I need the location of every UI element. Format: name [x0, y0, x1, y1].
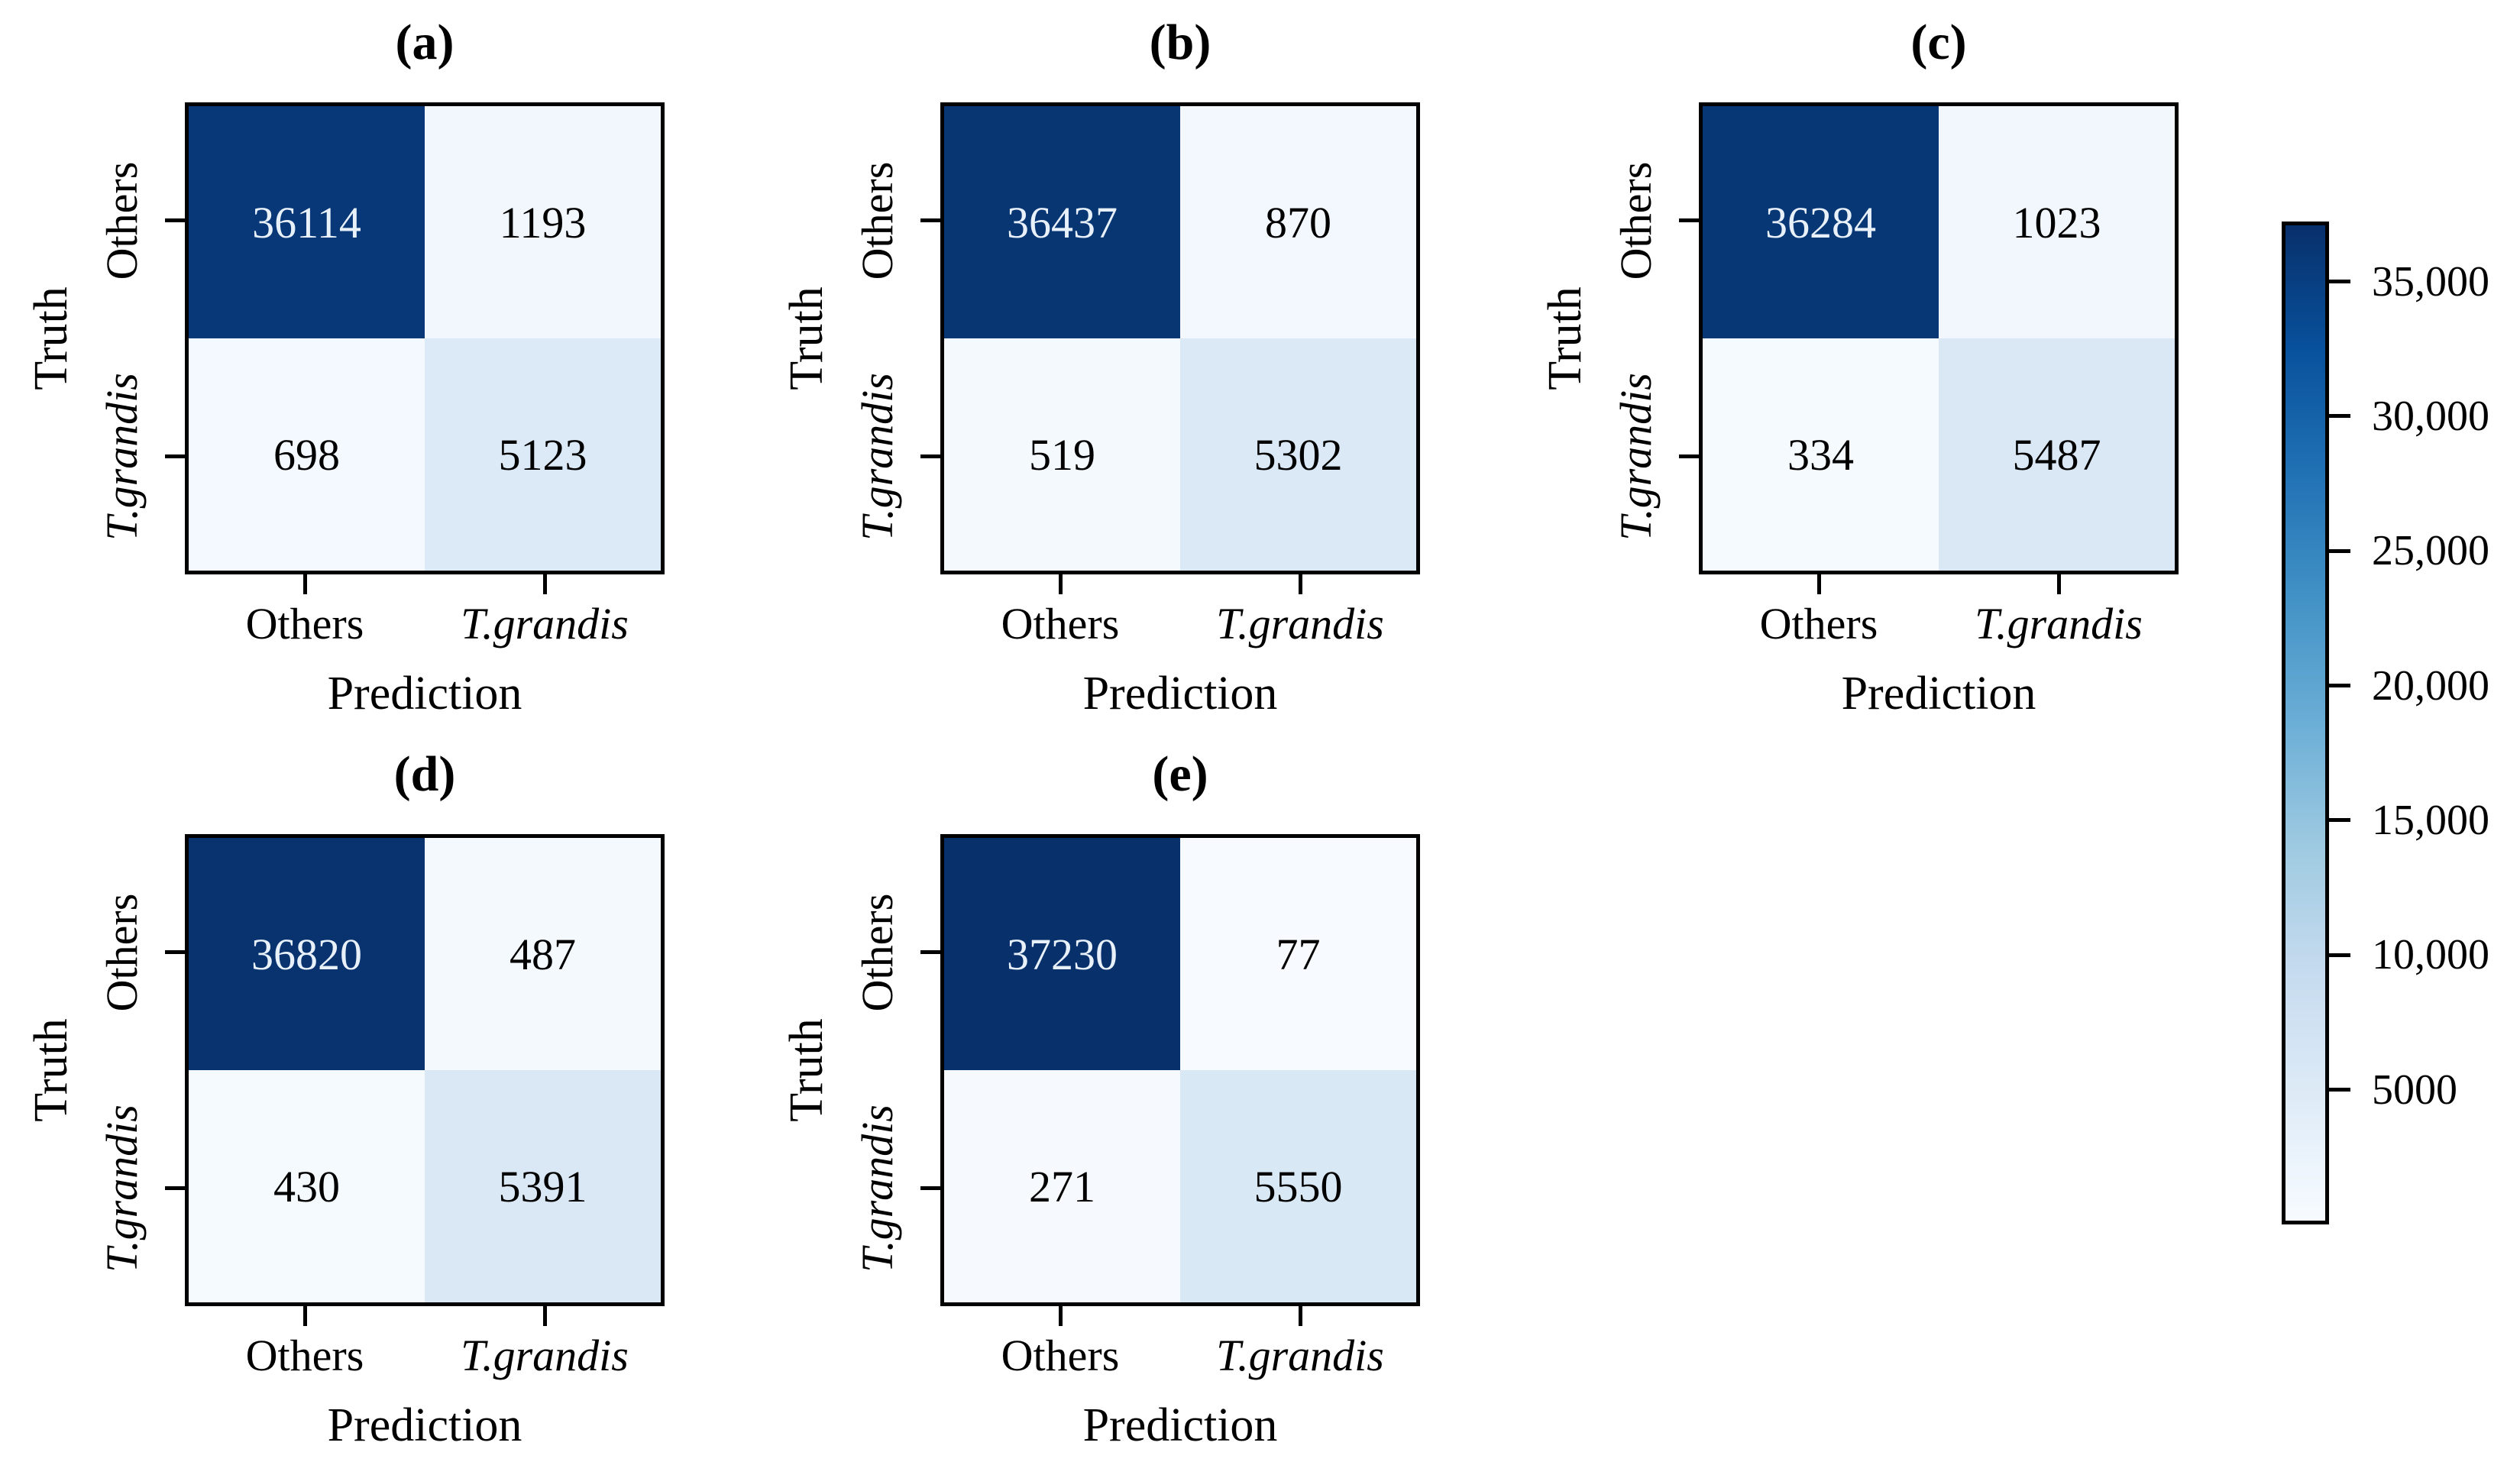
x-tick-label: Others: [245, 1331, 364, 1380]
colorbar-tick-label: 35,000: [2372, 257, 2489, 306]
y-tick-mark: [920, 1186, 940, 1190]
panel-d: (d) 36820 487 430 5391 Others T.grandis Predict…: [0, 746, 687, 1460]
x-axis-label: Prediction: [1841, 668, 2036, 720]
colorbar: 35,000 30,000 25,000 20,000 15,000 10,000 5000: [2282, 222, 2520, 1224]
x-tick-label: T.grandis: [1216, 1331, 1384, 1380]
colorbar-tick-label: 15,000: [2372, 796, 2489, 844]
colorbar-tick-label: 20,000: [2372, 661, 2489, 710]
colorbar-tick-mark: [2329, 818, 2350, 823]
heatmap-cell-1-1: 5123: [425, 338, 661, 571]
x-tick-mark: [1058, 1306, 1063, 1326]
heatmap-plot: 36284 1023 334 5487: [1699, 102, 2179, 574]
colorbar-tick-label: 30,000: [2372, 392, 2489, 440]
heatmap-cell-1-0: 430: [189, 1070, 425, 1302]
x-tick-label: T.grandis: [461, 599, 629, 649]
heatmap-cell-1-0: 698: [189, 338, 425, 571]
x-tick-label: T.grandis: [461, 1331, 629, 1380]
x-tick-mark: [1298, 1306, 1302, 1326]
x-tick-mark: [2056, 574, 2061, 594]
colorbar-tick-mark: [2329, 280, 2350, 284]
panel-e: (e) 37230 77 271 5550 Others T.grandis Predicti…: [742, 746, 1443, 1460]
x-tick-label: T.grandis: [1216, 599, 1384, 649]
heatmap-cell-0-1: 487: [425, 838, 661, 1070]
x-axis-label: Prediction: [327, 1399, 522, 1451]
heatmap-cell-1-0: 271: [944, 1070, 1180, 1302]
colorbar-tick-mark: [2329, 953, 2350, 957]
heatmap-cell-0-0: 36284: [1703, 106, 1939, 338]
y-axis-label: Truth: [25, 286, 77, 390]
y-tick-mark: [165, 454, 185, 458]
x-tick-label: Others: [1759, 599, 1878, 649]
x-tick-mark: [1058, 574, 1063, 594]
colorbar-tick-mark: [2329, 548, 2350, 553]
y-tick-label: T.grandis: [852, 372, 902, 541]
colorbar-tick-mark: [2329, 1088, 2350, 1092]
y-tick-mark: [1679, 454, 1699, 458]
heatmap-cell-1-1: 5550: [1180, 1070, 1416, 1302]
colorbar-tick-label: 5000: [2372, 1066, 2457, 1114]
heatmap-plot: 37230 77 271 5550: [940, 834, 1420, 1306]
heatmap-cell-1-0: 519: [944, 338, 1180, 571]
y-tick-label: T.grandis: [97, 1104, 147, 1273]
x-tick-label: Others: [1001, 1331, 1120, 1380]
heatmap-cell-0-0: 36437: [944, 106, 1180, 338]
x-tick-mark: [1298, 574, 1302, 594]
y-axis-label: Truth: [781, 286, 833, 390]
panel-title: (a): [395, 15, 455, 70]
x-axis-label: Prediction: [1082, 668, 1278, 720]
y-tick-mark: [165, 950, 185, 954]
colorbar-gradient: [2282, 222, 2329, 1224]
colorbar-tick-mark: [2329, 414, 2350, 419]
x-tick-mark: [302, 1306, 307, 1326]
heatmap-plot: 36114 1193 698 5123: [185, 102, 665, 574]
heatmap-cell-0-1: 1193: [425, 106, 661, 338]
panel-title: (d): [393, 746, 456, 802]
heatmap-cell-1-1: 5391: [425, 1070, 661, 1302]
heatmap-cell-0-1: 1023: [1939, 106, 2175, 338]
panel-c: (c) 36284 1023 334 5487 Others T.grandis Predic…: [1500, 15, 2201, 729]
y-tick-label: T.grandis: [852, 1104, 902, 1273]
colorbar-tick-label: 10,000: [2372, 931, 2489, 979]
x-tick-mark: [542, 574, 547, 594]
heatmap-plot: 36437 870 519 5302: [940, 102, 1420, 574]
y-tick-mark: [920, 218, 940, 222]
panel-title: (e): [1152, 746, 1208, 802]
x-axis-label: Prediction: [1082, 1399, 1278, 1451]
heatmap-plot: 36820 487 430 5391: [185, 834, 665, 1306]
heatmap-cell-0-0: 37230: [944, 838, 1180, 1070]
panel-title: (b): [1149, 15, 1211, 70]
x-tick-label: Others: [245, 599, 364, 649]
panel-a: (a) 36114 1193 698 5123 Others T.grandis Predic…: [0, 15, 687, 729]
y-tick-mark: [920, 950, 940, 954]
heatmap-cell-0-0: 36114: [189, 106, 425, 338]
x-tick-label: T.grandis: [1975, 599, 2143, 649]
heatmap-cell-0-1: 870: [1180, 106, 1416, 338]
x-tick-label: Others: [1001, 599, 1120, 649]
y-tick-mark: [1679, 218, 1699, 222]
panel-title: (c): [1910, 15, 1967, 70]
y-tick-mark: [165, 1186, 185, 1190]
y-axis-label: Truth: [1539, 286, 1591, 390]
y-axis-label: Truth: [25, 1018, 77, 1122]
y-tick-mark: [920, 454, 940, 458]
heatmap-cell-0-0: 36820: [189, 838, 425, 1070]
x-axis-label: Prediction: [327, 668, 522, 720]
x-tick-mark: [1816, 574, 1821, 594]
y-tick-mark: [165, 218, 185, 222]
colorbar-tick-mark: [2329, 684, 2350, 688]
panel-b: (b) 36437 870 519 5302 Others T.grandis Predict…: [742, 15, 1443, 729]
heatmap-cell-1-1: 5487: [1939, 338, 2175, 571]
heatmap-cell-0-1: 77: [1180, 838, 1416, 1070]
x-tick-mark: [302, 574, 307, 594]
colorbar-tick-label: 25,000: [2372, 527, 2489, 575]
y-tick-label: T.grandis: [97, 372, 147, 541]
heatmap-cell-1-0: 334: [1703, 338, 1939, 571]
heatmap-cell-1-1: 5302: [1180, 338, 1416, 571]
x-tick-mark: [542, 1306, 547, 1326]
y-axis-label: Truth: [781, 1018, 833, 1122]
y-tick-label: T.grandis: [1611, 372, 1661, 541]
